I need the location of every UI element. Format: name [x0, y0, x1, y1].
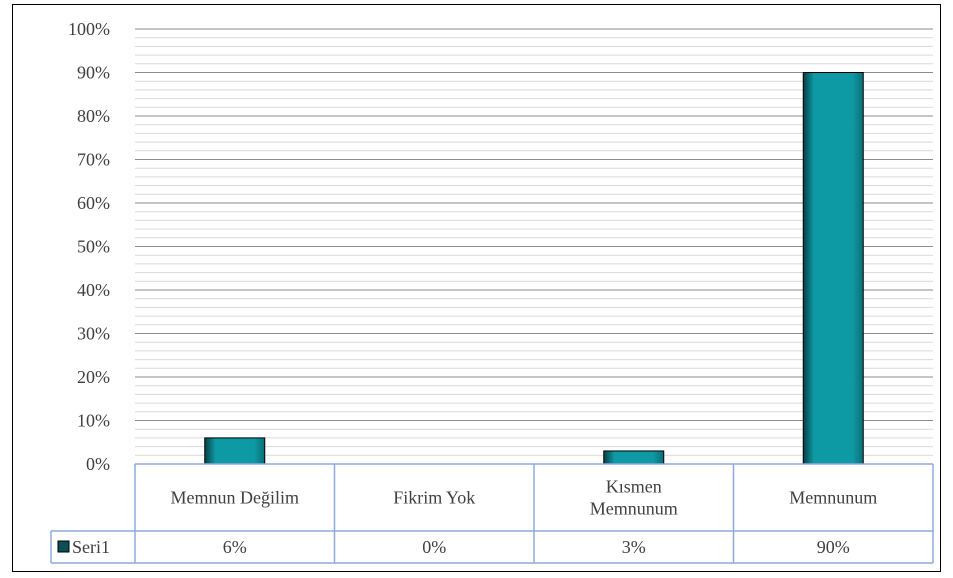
data-table: Memnun Değilim Fikrim YokKısmenMemnunumMe…	[50, 463, 934, 564]
category-label: Kısmen	[606, 477, 662, 497]
category-label: Memnun Değilim	[171, 488, 300, 508]
y-tick-label: 100%	[68, 19, 110, 39]
y-tick-label: 0%	[86, 454, 110, 474]
bar	[802, 72, 864, 465]
value-label: 6%	[223, 537, 247, 557]
y-tick-label: 30%	[77, 324, 110, 344]
gridlines	[135, 28, 933, 456]
y-tick-label: 40%	[77, 280, 110, 300]
y-axis-ticks: 0% 10% 20% 30% 40% 50% 60% 70% 80% 90% 100%	[68, 19, 110, 474]
series-name: Seri1	[72, 537, 110, 557]
category-label: Memnunum	[789, 488, 877, 508]
y-tick-label: 20%	[77, 367, 110, 387]
value-label: 90%	[817, 537, 850, 557]
category-label: Fikrim Yok	[393, 488, 475, 508]
y-tick-label: 10%	[77, 411, 110, 431]
bar	[204, 437, 266, 465]
legend-key	[57, 540, 70, 553]
bars	[204, 72, 864, 465]
value-label: 3%	[622, 537, 646, 557]
y-tick-label: 60%	[77, 193, 110, 213]
bar	[603, 450, 665, 465]
value-label: 0%	[422, 537, 446, 557]
category-label: Memnunum	[590, 499, 678, 519]
y-tick-label: 70%	[77, 150, 110, 170]
y-tick-label: 80%	[77, 106, 110, 126]
y-tick-label: 90%	[77, 63, 110, 83]
y-tick-label: 50%	[77, 237, 110, 257]
